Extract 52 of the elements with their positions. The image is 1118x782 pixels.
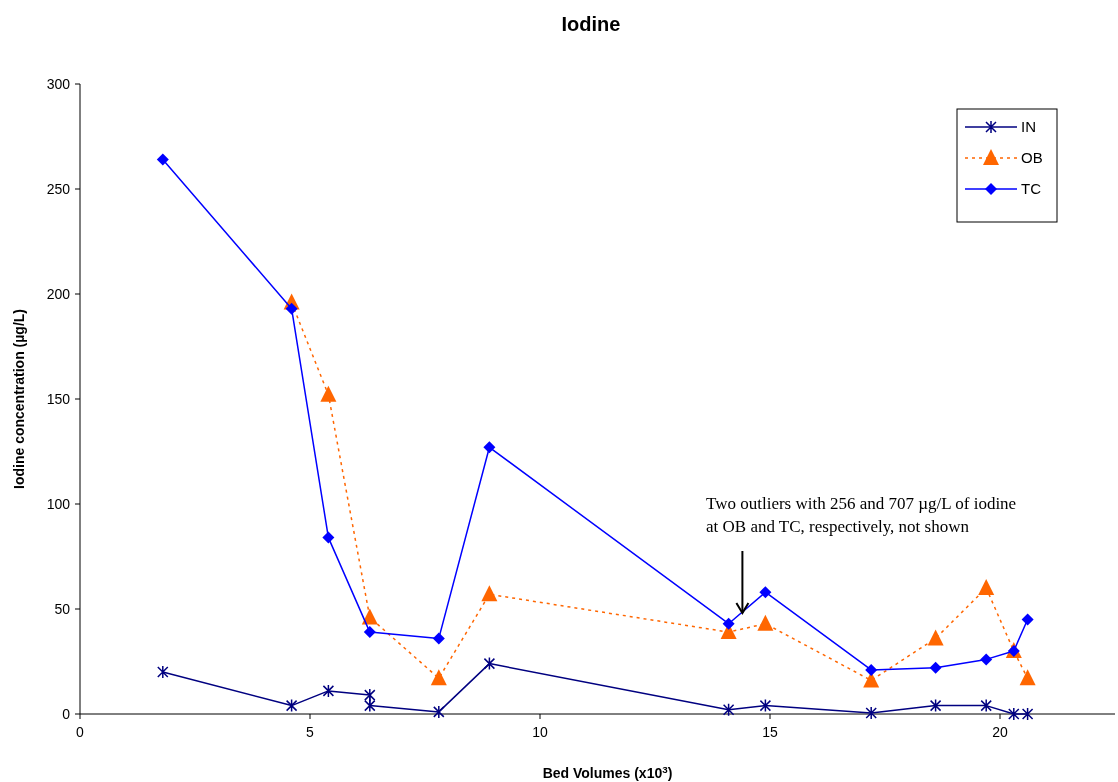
y-tick-label: 50: [54, 600, 71, 617]
point: [1019, 669, 1036, 686]
y-axis-title: Iodine concentration (µg/L): [11, 309, 27, 489]
chart-title: Iodine: [561, 13, 621, 35]
point: [285, 698, 298, 713]
annotation: Two outliers with 256 and 707 µg/L of iodine at OB and TC, respectively, not shown: [706, 494, 1017, 536]
point: [481, 585, 498, 602]
y-tick-label: 0: [62, 705, 71, 722]
point: [1008, 707, 1020, 721]
point: [364, 698, 376, 713]
point: [722, 617, 735, 630]
point: [285, 302, 298, 315]
point: [483, 656, 496, 671]
legend-label: OB: [1021, 149, 1043, 167]
point: [929, 661, 942, 674]
point: [364, 688, 376, 702]
point: [759, 586, 772, 599]
x-axis-title: Bed Volumes (x10$^{3}$): [542, 763, 673, 781]
point: [433, 705, 445, 719]
point: [1021, 707, 1034, 721]
point: [156, 153, 169, 166]
y-tick-label: 150: [46, 390, 71, 407]
point: [865, 663, 878, 676]
point: [157, 665, 169, 679]
x-tick-label: 10: [532, 724, 548, 740]
point: [430, 669, 447, 686]
point: [483, 441, 496, 454]
point: [322, 684, 335, 698]
legend-label: IN: [1021, 118, 1036, 136]
point: [1021, 613, 1034, 626]
y-tick-label: 200: [46, 285, 71, 302]
y-tick-label: 100: [46, 495, 71, 512]
x-tick-label: 15: [762, 724, 778, 740]
point: [978, 579, 995, 595]
point: [363, 626, 376, 639]
point: [980, 653, 993, 666]
x-tick-label: 5: [306, 724, 315, 740]
point: [757, 614, 774, 631]
y-tick-label: 300: [46, 75, 71, 92]
point: [320, 385, 337, 402]
point: [759, 698, 772, 713]
y-tick-label: 250: [46, 180, 71, 197]
point: [322, 531, 335, 544]
point: [722, 703, 735, 717]
point: [927, 629, 944, 646]
point: [865, 706, 877, 720]
point: [432, 632, 445, 645]
point: [929, 698, 942, 713]
point: [980, 698, 992, 713]
x-tick-label: 20: [992, 724, 1008, 740]
x-tick-label: 0: [76, 724, 85, 740]
legend-label: TC: [1021, 180, 1042, 198]
